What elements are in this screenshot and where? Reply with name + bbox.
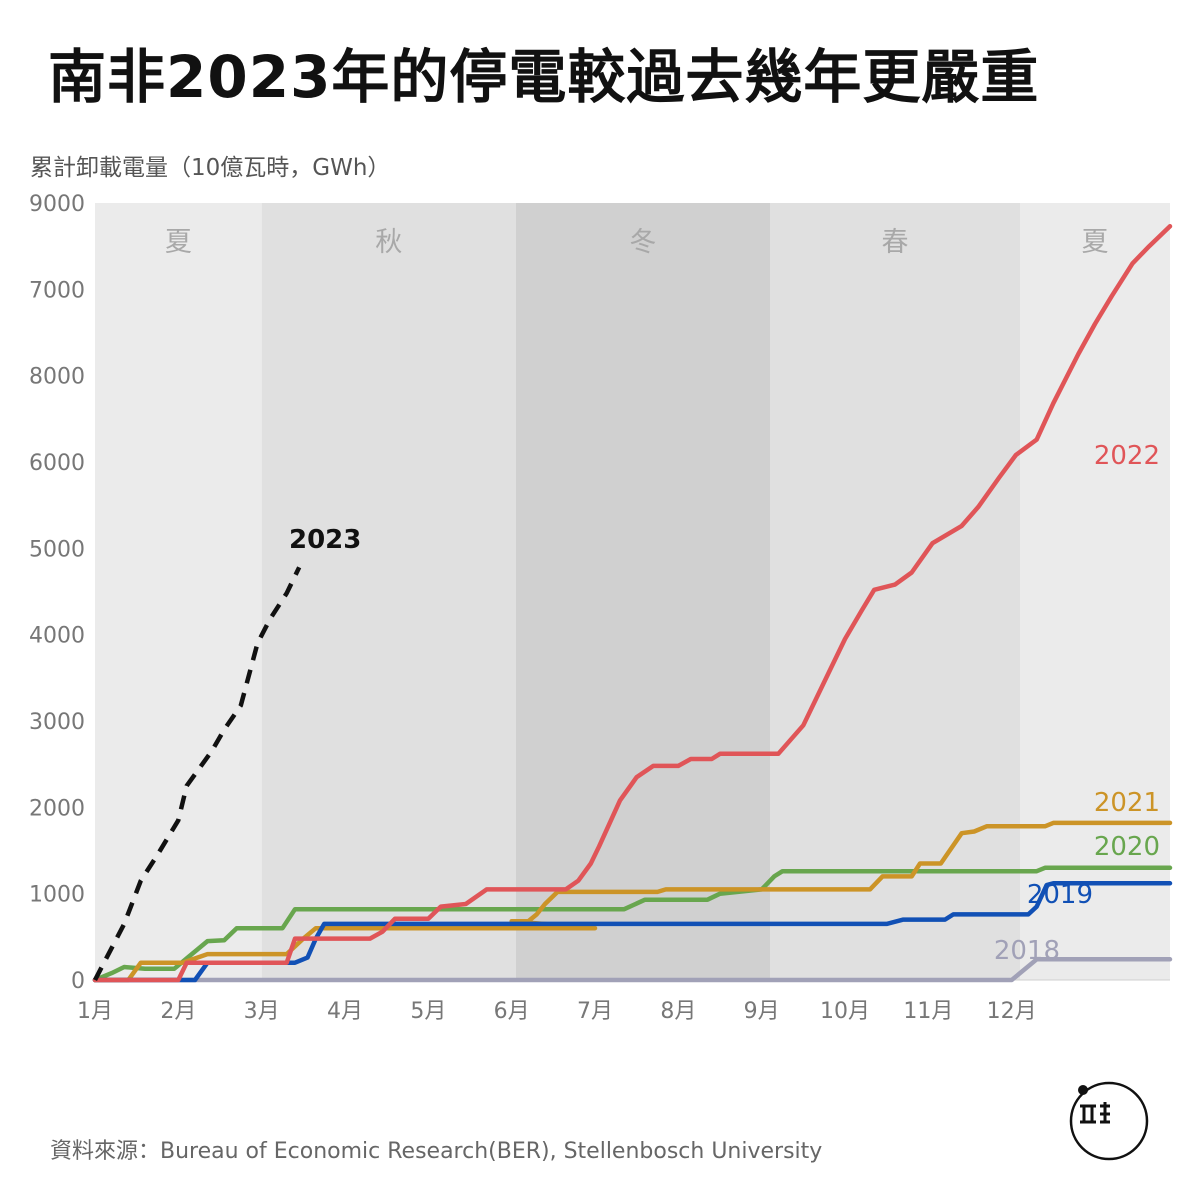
y-tick-label: 0 [71,969,85,994]
y-tick-label: 1000 [29,883,85,908]
line-chart: 夏 秋 冬 春 夏 9000 7000 8000 6000 5000 4000 3000 2000 100… [29,192,1173,1024]
season-label: 秋 [375,227,402,258]
season-label: 春 [882,227,909,258]
y-tick-label: 2000 [29,796,85,821]
y-tick-label: 3000 [29,710,85,735]
y-tick-label: 5000 [29,537,85,562]
y-tick-label: 4000 [29,624,85,649]
y-tick-label: 7000 [29,278,85,303]
x-tick-label: 4月 [327,999,363,1024]
x-tick-label: 10月 [820,999,870,1024]
x-tick-label: 1月 [77,999,113,1024]
x-tick-label: 6月 [494,999,530,1024]
x-tick-label: 8月 [660,999,696,1024]
x-tick-label: 5月 [410,999,446,1024]
x-tick-label: 2月 [160,999,196,1024]
y-axis-label: 累計卸載電量（10億瓦時，GWh） [30,155,391,181]
season-label: 夏 [165,227,192,258]
series-label-2022: 2022 [1094,441,1160,471]
y-tick-label: 6000 [29,451,85,476]
season-band [1020,203,1170,980]
series-line-2021 [92,820,1173,983]
x-tick-label: 3月 [244,999,280,1024]
season-band [261,203,516,980]
logo-icon [1069,1081,1149,1161]
series-label-2021: 2021 [1094,788,1160,818]
x-tick-label: 7月 [577,999,613,1024]
series-line-2022 [92,224,1173,983]
x-tick-label: 11月 [903,999,953,1024]
season-band [770,203,1020,980]
season-label: 冬 [629,227,656,258]
x-tick-label: 12月 [987,999,1037,1024]
x-tick-label: 9月 [744,999,780,1024]
series-label-2019: 2019 [1027,880,1093,910]
series-line-2020 [92,865,1173,983]
season-band [95,203,262,980]
series-label-2020: 2020 [1094,832,1160,862]
series-line-2018 [92,957,1173,983]
season-band [515,203,770,980]
chart-title: 南非2023年的停電較過去幾年更嚴重 [48,43,1040,111]
y-tick-label: 9000 [29,192,85,217]
source-note: 資料來源：Bureau of Economic Research(BER), S… [50,1139,823,1164]
y-tick-label: 8000 [29,365,85,390]
series-label-2018: 2018 [994,936,1060,966]
season-label: 夏 [1082,227,1109,258]
series-label-2023: 2023 [289,525,361,555]
series-line-2023 [93,566,302,982]
